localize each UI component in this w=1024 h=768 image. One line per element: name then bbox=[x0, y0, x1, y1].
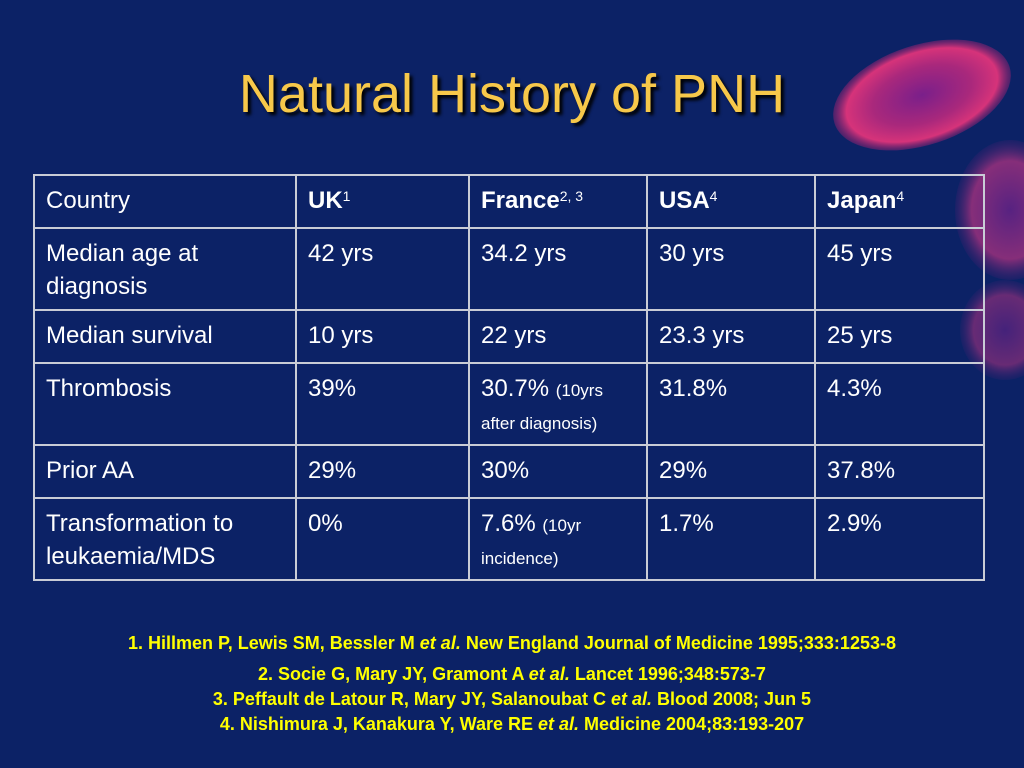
table-cell: 0% bbox=[295, 497, 470, 581]
table-cell: 25 yrs bbox=[814, 309, 985, 364]
row-label: Prior AA bbox=[33, 444, 297, 499]
citation-ref: 4 bbox=[896, 188, 905, 204]
table-cell: 45 yrs bbox=[814, 227, 985, 311]
reference-etal: et al. bbox=[528, 664, 570, 684]
table-row: Prior AA 29% 30% 29% 37.8% bbox=[33, 444, 985, 499]
table-cell: 22 yrs bbox=[468, 309, 648, 364]
table-cell: 1.7% bbox=[646, 497, 816, 581]
reference-source: Blood 2008; Jun 5 bbox=[652, 689, 812, 709]
table-cell: 42 yrs bbox=[295, 227, 470, 311]
reference-authors: 2. Socie G, Mary JY, Gramont A bbox=[258, 664, 529, 684]
country-name: Japan bbox=[827, 187, 897, 214]
reference-authors: 4. Nishimura J, Kanakura Y, Ware RE bbox=[219, 714, 538, 734]
slide-title: Natural History of PNH bbox=[238, 64, 786, 124]
table-header-row: Country UK1 France2, 3 USA4 Japan4 bbox=[33, 174, 985, 229]
table-cell: 30 yrs bbox=[646, 227, 816, 311]
table-cell: 2.9% bbox=[814, 497, 985, 581]
row-label: Median survival bbox=[33, 309, 297, 364]
cell-note: (10yrs after diagnosis) bbox=[481, 381, 603, 433]
table-cell: 30.7% (10yrs after diagnosis) bbox=[468, 362, 648, 446]
country-name: UK bbox=[308, 187, 343, 214]
cell-value: 30.7% bbox=[481, 375, 550, 402]
table-cell: 7.6% (10yr incidence) bbox=[468, 497, 648, 581]
table-cell: 29% bbox=[295, 444, 470, 499]
table-cell: 29% bbox=[646, 444, 816, 499]
citation-ref: 1 bbox=[342, 188, 351, 204]
reference-item: 3. Peffault de Latour R, Mary JY, Salano… bbox=[0, 687, 1024, 712]
header-label: Country bbox=[46, 187, 131, 214]
header-cell: Japan4 bbox=[814, 174, 985, 229]
reference-item: 2. Socie G, Mary JY, Gramont A et al. La… bbox=[0, 662, 1024, 687]
table-cell: 30% bbox=[468, 444, 648, 499]
table-cell: 31.8% bbox=[646, 362, 816, 446]
reference-authors: 3. Peffault de Latour R, Mary JY, Salano… bbox=[212, 689, 611, 709]
row-label: Median age at diagnosis bbox=[33, 227, 297, 311]
row-label: Transformation to leukaemia/MDS bbox=[33, 497, 297, 581]
cell-note: (10yr incidence) bbox=[481, 516, 582, 568]
reference-authors: 1. Hillmen P, Lewis SM, Bessler M bbox=[128, 633, 420, 653]
reference-source: Medicine 2004;83:193-207 bbox=[579, 714, 805, 734]
reference-item: 1. Hillmen P, Lewis SM, Bessler M et al.… bbox=[0, 631, 1024, 656]
table-cell: 34.2 yrs bbox=[468, 227, 648, 311]
header-cell: USA4 bbox=[646, 174, 816, 229]
row-label: Thrombosis bbox=[33, 362, 297, 446]
header-cell: Country bbox=[33, 174, 297, 229]
citation-ref: 2, 3 bbox=[559, 188, 584, 204]
reference-etal: et al. bbox=[419, 633, 461, 653]
reference-source: Lancet 1996;348:573-7 bbox=[569, 664, 766, 684]
table-row: Median survival 10 yrs 22 yrs 23.3 yrs 2… bbox=[33, 309, 985, 364]
table-cell: 37.8% bbox=[814, 444, 985, 499]
reference-source: New England Journal of Medicine 1995;333… bbox=[460, 633, 896, 653]
table-cell: 10 yrs bbox=[295, 309, 470, 364]
cell-value: 7.6% bbox=[481, 510, 536, 537]
table-cell: 4.3% bbox=[814, 362, 985, 446]
table-row: Transformation to leukaemia/MDS 0% 7.6% … bbox=[33, 497, 985, 581]
pnh-table: Country UK1 France2, 3 USA4 Japan4 Media… bbox=[33, 174, 985, 581]
country-name: France bbox=[481, 187, 560, 214]
header-cell: UK1 bbox=[295, 174, 470, 229]
references: 1. Hillmen P, Lewis SM, Bessler M et al.… bbox=[0, 631, 1024, 737]
reference-etal: et al. bbox=[537, 714, 580, 734]
table-cell: 23.3 yrs bbox=[646, 309, 816, 364]
citation-ref: 4 bbox=[709, 188, 718, 204]
table-row: Median age at diagnosis 42 yrs 34.2 yrs … bbox=[33, 227, 985, 311]
table-row: Thrombosis 39% 30.7% (10yrs after diagno… bbox=[33, 362, 985, 446]
reference-item: 4. Nishimura J, Kanakura Y, Ware RE et a… bbox=[0, 712, 1024, 737]
country-name: USA bbox=[659, 187, 710, 214]
header-cell: France2, 3 bbox=[468, 174, 648, 229]
table-cell: 39% bbox=[295, 362, 470, 446]
reference-etal: et al. bbox=[611, 689, 653, 709]
blob-shape bbox=[833, 39, 1011, 151]
